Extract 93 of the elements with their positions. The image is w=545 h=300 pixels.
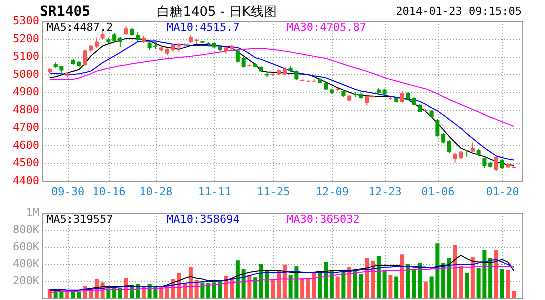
bar	[382, 270, 387, 298]
text: MA5:319557	[47, 213, 114, 226]
x-tick-label: 09-30	[52, 186, 85, 198]
bar	[66, 292, 70, 298]
bar	[359, 274, 364, 298]
candlestick	[294, 70, 299, 81]
series-label: MA10:4515.7	[167, 21, 240, 34]
bar	[188, 267, 193, 298]
y-tick-label: 5200	[13, 32, 40, 46]
y-tick-label: 200K	[13, 274, 40, 288]
bar	[512, 291, 516, 298]
bar	[348, 267, 352, 298]
x-tick-label: 11-25	[257, 186, 290, 198]
text: MA30:365032	[287, 213, 360, 226]
line-series	[49, 266, 515, 294]
bar	[277, 270, 282, 298]
bar	[248, 275, 252, 298]
bar	[254, 278, 258, 298]
bar	[424, 282, 428, 298]
bar	[306, 278, 310, 298]
x-tick-label: 10-16	[92, 186, 126, 198]
bar	[365, 258, 370, 298]
bar	[206, 284, 211, 298]
candlestick	[236, 48, 240, 64]
y-tick-label: 4900	[13, 86, 40, 99]
bar	[200, 282, 205, 298]
bar	[465, 273, 470, 298]
bar	[77, 292, 82, 298]
y-tick-label: 4400	[13, 174, 40, 188]
bar	[324, 262, 328, 298]
y-tick-label: 5100	[13, 50, 40, 64]
x-tick-label: 12-23	[368, 186, 402, 198]
candlestick	[83, 49, 88, 67]
x-tick-label: 12-09	[316, 186, 349, 198]
x-tick-label: 01-20	[486, 186, 520, 198]
y-tick-label: 800K	[13, 224, 40, 236]
bar	[371, 261, 376, 298]
series-label: MA5:4487.2	[47, 21, 114, 34]
series-label: MA30:4705.87	[287, 21, 366, 34]
bar	[212, 282, 216, 298]
bar	[353, 270, 358, 298]
y-tick-label: 1M	[26, 206, 40, 220]
bar	[282, 264, 287, 298]
bar	[488, 258, 493, 298]
bar	[376, 256, 381, 298]
bar	[494, 250, 498, 298]
bar	[500, 269, 504, 298]
bar	[218, 281, 222, 298]
y-tick-label: 600K	[13, 240, 40, 254]
candlestick	[482, 157, 487, 170]
y-tick-label: 400K	[13, 258, 40, 270]
bar	[259, 264, 264, 298]
candlestick	[365, 95, 370, 106]
bar	[388, 275, 393, 298]
text: MA10:358694	[167, 213, 240, 226]
bar	[394, 276, 399, 298]
candlestick	[500, 158, 504, 170]
bar	[400, 254, 404, 298]
candlestick	[447, 140, 452, 154]
candlestick	[470, 142, 475, 154]
y-tick-label: 4600	[13, 138, 40, 152]
candlestick	[494, 156, 498, 172]
text: SR1405	[40, 4, 91, 20]
bar	[271, 279, 276, 298]
bar	[470, 257, 475, 298]
y-tick-label: 5300	[13, 14, 40, 28]
bar	[336, 276, 340, 298]
bar	[506, 270, 510, 298]
y-tick-label: 4500	[13, 156, 40, 170]
bar	[442, 263, 446, 298]
x-tick-label: 10-28	[140, 186, 173, 198]
candlestick	[442, 132, 446, 144]
bar	[300, 278, 305, 298]
text: 2014-01-23 09:15:05	[396, 5, 522, 18]
candlestick	[124, 25, 128, 36]
candlestick	[118, 36, 122, 48]
candlestick	[94, 37, 99, 50]
x-tick-label: 11-11	[198, 186, 232, 198]
line-series	[49, 48, 515, 128]
candlestick	[400, 90, 404, 104]
bar	[236, 260, 240, 298]
bar	[418, 263, 422, 298]
bar	[312, 272, 316, 298]
candlestick	[436, 118, 440, 138]
y-tick-label: 4800	[13, 103, 40, 116]
bar	[318, 272, 322, 298]
chart-title: 白糖1405 - 日K线图	[157, 5, 277, 20]
bar	[447, 258, 452, 298]
candlestick	[242, 56, 246, 68]
x-tick-label: 01-06	[422, 186, 455, 198]
y-tick-label: 5000	[13, 68, 40, 81]
y-tick-label: 4700	[13, 121, 40, 134]
bar	[342, 272, 346, 298]
